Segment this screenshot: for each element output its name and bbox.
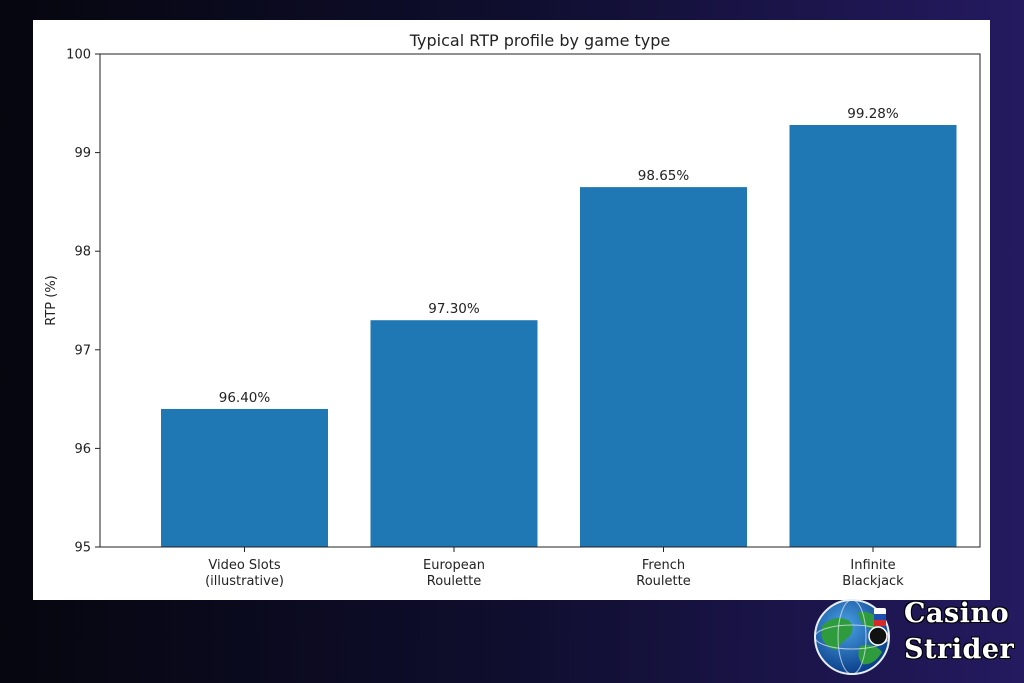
bar: [370, 320, 538, 547]
brand-line-1: Casino: [904, 598, 1010, 629]
y-tick-label: 99: [74, 146, 91, 161]
x-tick-label: European: [423, 558, 485, 573]
bar: [580, 187, 747, 548]
x-tick-label: French: [642, 558, 685, 573]
y-tick-label: 95: [74, 541, 91, 556]
bar-value-label: 99.28%: [847, 106, 899, 122]
casino-strider-logo: Casino Strider: [812, 596, 1022, 676]
bar: [161, 408, 328, 547]
bar-value-label: 96.40%: [219, 390, 271, 406]
bars-layer: [161, 124, 957, 548]
x-tick-label: Blackjack: [842, 574, 904, 589]
x-tick-label: Roulette: [636, 574, 690, 589]
y-ticks-layer: 95 96 97 98 99 100: [66, 48, 100, 556]
y-axis-label: RTP (%): [44, 275, 59, 326]
y-tick-label: 100: [66, 48, 91, 63]
x-ticks-layer: Video Slots(illustrative)EuropeanRoulett…: [205, 547, 904, 589]
x-tick-label: Video Slots: [208, 558, 280, 573]
y-tick-label: 97: [74, 343, 91, 358]
value-labels-layer: 96.40% 97.30% 98.65% 99.28%: [219, 106, 899, 406]
chart-panel: Typical RTP profile by game type RTP (%)…: [33, 20, 990, 600]
globe-icon: [814, 599, 890, 675]
brand-line-2: Strider: [904, 634, 1015, 665]
bar: [789, 124, 957, 547]
y-tick-label: 98: [74, 245, 91, 260]
x-tick-label: Infinite: [850, 558, 895, 573]
bar-value-label: 98.65%: [638, 168, 690, 184]
rtp-bar-chart: Typical RTP profile by game type RTP (%)…: [44, 31, 981, 589]
plot-frame: [99, 53, 981, 548]
chart-title: Typical RTP profile by game type: [409, 31, 671, 50]
y-tick-label: 96: [74, 442, 91, 457]
x-tick-label: (illustrative): [205, 574, 284, 589]
x-tick-label: Roulette: [427, 574, 481, 589]
bar-value-label: 97.30%: [428, 301, 480, 317]
